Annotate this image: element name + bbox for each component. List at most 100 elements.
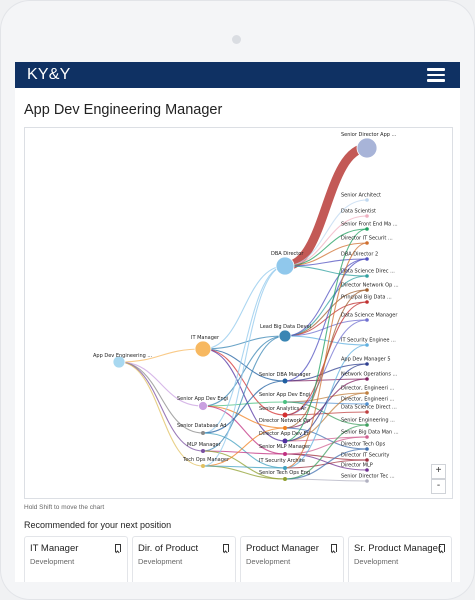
chart-node-label: Director Tech Ops <box>341 442 386 448</box>
chart-link[interactable] <box>118 361 204 467</box>
chart-node-t1[interactable] <box>365 198 369 202</box>
chart-link[interactable] <box>202 265 286 434</box>
chart-node-t16[interactable] <box>365 423 369 427</box>
recommended-card[interactable]: Dir. of Product Development <box>132 536 236 582</box>
recommended-card[interactable]: Sr. Product Manager Development <box>348 536 452 582</box>
card-subtitle: Development <box>246 557 291 566</box>
chart-link[interactable] <box>284 258 368 267</box>
chart-link[interactable] <box>284 335 368 346</box>
chart-link[interactable] <box>284 363 368 442</box>
chart-node-t21[interactable] <box>365 479 369 483</box>
chart-node-smlp[interactable] <box>283 452 287 456</box>
chart-node-t4[interactable] <box>365 241 369 245</box>
chart-link[interactable] <box>202 405 286 429</box>
chart-link[interactable] <box>284 378 368 382</box>
chart-node-itm[interactable] <box>194 340 212 358</box>
chart-link[interactable] <box>284 319 368 337</box>
chart-node-t8[interactable] <box>365 300 369 304</box>
career-path-chart[interactable]: App Dev Engineering ... IT Manager Senior … <box>24 127 453 499</box>
chart-link[interactable] <box>202 348 286 416</box>
chart-link[interactable] <box>202 265 286 350</box>
chart-link[interactable] <box>284 242 368 469</box>
chart-link[interactable] <box>118 361 204 452</box>
chart-node-t3[interactable] <box>365 227 369 231</box>
chart-link[interactable] <box>284 258 368 382</box>
chart-link[interactable] <box>284 258 368 337</box>
chart-node-t12[interactable] <box>365 377 369 381</box>
chart-node-sade[interactable] <box>198 401 208 411</box>
hamburger-menu-icon[interactable] <box>427 68 445 82</box>
chart-node-sdbam[interactable] <box>282 378 288 384</box>
chart-link[interactable] <box>202 401 286 407</box>
chart-node-t7[interactable] <box>365 288 369 292</box>
chart-node-saa[interactable] <box>282 412 288 418</box>
chart-node-t18[interactable] <box>365 447 369 451</box>
chart-link[interactable] <box>202 405 286 455</box>
bookmark-icon[interactable] <box>439 544 445 552</box>
chart-link[interactable] <box>202 335 286 452</box>
chart-node-t2[interactable] <box>365 214 369 218</box>
chart-link[interactable] <box>202 465 286 469</box>
chart-link[interactable] <box>118 348 204 363</box>
chart-link[interactable] <box>284 289 368 429</box>
chart-link[interactable] <box>284 448 368 480</box>
chart-link[interactable] <box>284 228 368 442</box>
chart-node-t9[interactable] <box>365 318 369 322</box>
chart-node-t20[interactable] <box>365 468 369 472</box>
chart-node-sda[interactable] <box>356 137 378 159</box>
recommended-card[interactable]: IT Manager Development <box>24 536 128 582</box>
chart-node-lbd[interactable] <box>278 329 292 343</box>
chart-node-label: Director MLP <box>341 463 373 469</box>
zoom-in-button[interactable]: + <box>431 464 446 479</box>
chart-node-t14[interactable] <box>365 402 369 406</box>
card-title: Product Manager <box>246 543 319 554</box>
chart-node-mlp[interactable] <box>201 449 205 453</box>
sankey-diagram[interactable]: App Dev Engineering ... IT Manager Senior … <box>25 128 452 498</box>
chart-link[interactable] <box>284 215 368 267</box>
page-title: App Dev Engineering Manager <box>24 102 223 118</box>
chart-link[interactable] <box>284 436 368 455</box>
bookmark-icon[interactable] <box>115 544 121 552</box>
chart-node-dad[interactable] <box>282 438 288 444</box>
chart-node-t5[interactable] <box>365 257 369 261</box>
brand-logo: KY&Y <box>27 66 71 83</box>
chart-link[interactable] <box>284 344 368 469</box>
chart-link[interactable] <box>118 361 204 407</box>
chart-link[interactable] <box>284 392 368 442</box>
bookmark-icon[interactable] <box>223 544 229 552</box>
chart-link[interactable] <box>202 450 286 455</box>
chart-link[interactable] <box>284 143 368 271</box>
chart-node-sad2[interactable] <box>283 400 287 404</box>
chart-node-root[interactable] <box>112 355 126 369</box>
bookmark-icon[interactable] <box>331 544 337 552</box>
chart-link[interactable] <box>284 478 368 482</box>
chart-node-t10[interactable] <box>365 343 369 347</box>
chart-node-label: MLP Manager <box>187 442 222 448</box>
chart-link[interactable] <box>202 432 286 469</box>
chart-node-label: Senior Architect <box>341 193 381 199</box>
chart-link[interactable] <box>284 199 368 267</box>
chart-node-t17[interactable] <box>365 435 369 439</box>
zoom-out-button[interactable]: - <box>431 479 446 494</box>
chart-link[interactable] <box>202 380 286 434</box>
chart-node-t11[interactable] <box>365 362 369 366</box>
chart-node-label: Senior MLP Manager <box>259 444 311 450</box>
chart-link[interactable] <box>202 265 286 467</box>
chart-link[interactable] <box>202 427 286 467</box>
chart-link[interactable] <box>284 411 368 416</box>
chart-link[interactable] <box>284 265 368 277</box>
chart-link[interactable] <box>202 335 286 350</box>
chart-node-itsa[interactable] <box>283 466 287 470</box>
chart-node-dnet[interactable] <box>283 426 287 430</box>
chart-node-t6[interactable] <box>365 274 369 278</box>
chart-link[interactable] <box>284 424 368 480</box>
chart-node-t19[interactable] <box>365 458 369 462</box>
chart-node-sdb[interactable] <box>201 431 205 435</box>
recommended-card[interactable]: Product Manager Development <box>240 536 344 582</box>
chart-node-t13[interactable] <box>365 391 369 395</box>
chart-link[interactable] <box>202 335 286 407</box>
chart-node-dbad[interactable] <box>275 256 295 276</box>
chart-node-tom[interactable] <box>201 464 205 468</box>
chart-node-stod[interactable] <box>283 477 287 481</box>
chart-node-t15[interactable] <box>365 410 369 414</box>
